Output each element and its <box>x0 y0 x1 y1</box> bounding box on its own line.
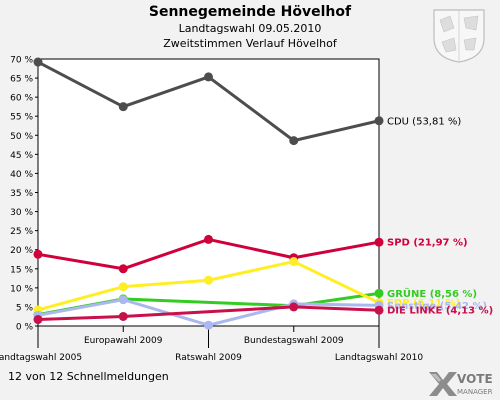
x-tick-label: Bundestagswahl 2009 <box>244 336 344 346</box>
data-point-die-linke <box>289 302 299 312</box>
x-tick-label: Europawahl 2009 <box>84 336 163 346</box>
chart-header: Sennegemeinde Hövelhof Landtagswahl 09.0… <box>0 4 500 51</box>
y-tick-label: 70 % <box>10 56 33 66</box>
y-tick-label: 5 % <box>16 303 34 313</box>
logo-vote-text: VOTE <box>457 372 493 386</box>
series-label: SPD (21,97 %) <box>387 238 468 249</box>
x-tick-label: Landtagswahl 2010 <box>335 353 424 363</box>
chart-title: Sennegemeinde Hövelhof <box>148 4 352 20</box>
series-labels: CDU (53,81 %) SPD (21,97 %) GRÜNE (8,56 %)… <box>387 116 493 316</box>
data-point-fdp <box>289 257 299 267</box>
data-point-fdp <box>204 275 213 285</box>
y-tick-label: 20 % <box>10 246 33 256</box>
series-line-die-linke <box>37 305 380 322</box>
data-point-cdu <box>289 136 299 146</box>
y-tick-label: 65 % <box>10 75 33 85</box>
y-tick-label: 15 % <box>10 265 33 275</box>
data-point-cdu <box>204 72 213 82</box>
data-point-cdu <box>33 57 43 67</box>
chart-subtitle-description: Zweitstimmen Verlauf Hövelhof <box>163 37 337 50</box>
line-chart: 0 % 5 % 10 % 15 % 20 % 25 % 30 % 35 % 40 % 45 % 50… <box>0 56 493 364</box>
series-label: FDP (6,11 %) <box>387 298 460 309</box>
series-label: DIE LINKE (4,13 %) <box>387 306 493 317</box>
y-axis: 0 % 5 % 10 % 15 % 20 % 25 % 30 % 35 % 40 % 45 % 50… <box>10 56 38 333</box>
data-point-cdu <box>374 116 384 126</box>
vote-x-icon <box>429 372 457 396</box>
data-point-die-linke <box>118 311 128 321</box>
chart-subtitle-election: Landtagswahl 09.05.2010 <box>178 22 322 35</box>
x-tick-label: Landtagswahl 2005 <box>0 353 82 363</box>
x-tick-label: Ratswahl 2009 <box>175 353 242 363</box>
y-tick-label: 40 % <box>10 170 33 180</box>
logo-manager-text: MANAGER <box>457 388 493 396</box>
vote-manager-logo: VOTE MANAGER <box>429 372 493 396</box>
data-point-fdp <box>118 282 128 292</box>
coat-of-arms-icon <box>433 9 485 63</box>
data-point-die-linke <box>33 315 43 325</box>
y-tick-label: 55 % <box>10 113 33 123</box>
data-point-spd <box>204 234 213 244</box>
y-tick-label: 10 % <box>10 284 33 294</box>
series-layer <box>33 57 384 330</box>
y-tick-label: 50 % <box>10 132 33 142</box>
y-tick-label: 0 % <box>16 323 34 333</box>
data-point-spd <box>118 264 128 274</box>
data-point-cdu <box>118 102 128 112</box>
y-tick-label: 30 % <box>10 208 33 218</box>
data-point-die-linke <box>374 305 384 315</box>
y-tick-label: 45 % <box>10 151 33 161</box>
y-tick-label: 35 % <box>10 189 33 199</box>
series-label: GRÜNE (8,56 %) <box>387 286 477 300</box>
data-point-gr-ne <box>374 288 384 298</box>
series-label: CDU (53,81 %) <box>387 116 461 127</box>
data-point-spd <box>33 249 43 259</box>
data-point-sonstige <box>118 295 128 305</box>
series-label: Sonstige (5,42 %) <box>387 301 487 312</box>
status-footer: 12 von 12 Schnellmeldungen <box>8 370 169 383</box>
y-tick-label: 25 % <box>10 227 33 237</box>
data-point-sonstige <box>204 320 213 330</box>
y-tick-label: 60 % <box>10 94 33 104</box>
plot-area <box>37 58 380 327</box>
data-point-spd <box>374 237 384 247</box>
